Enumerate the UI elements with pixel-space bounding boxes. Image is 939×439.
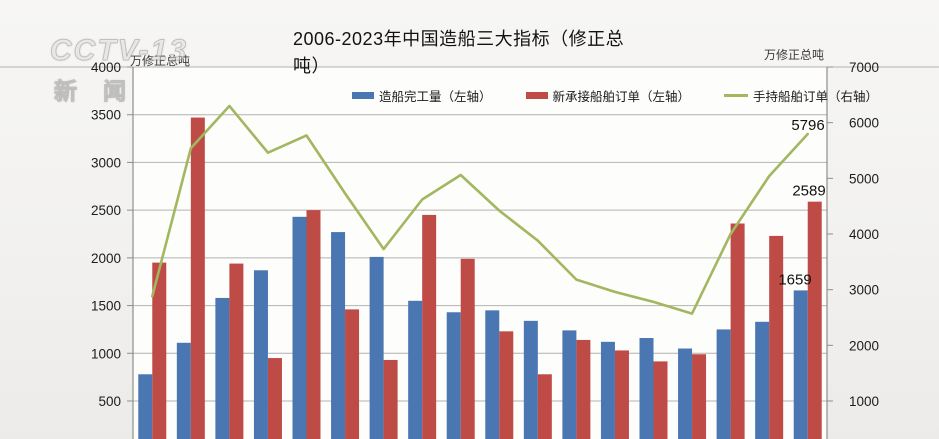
new-orders-bar [576, 339, 591, 439]
new-orders-bar [229, 263, 244, 439]
completions-bar [176, 342, 191, 439]
left-axis-tick-label: 2000 [91, 251, 121, 266]
legend-item-backlog: 手持船舶订单（右轴） [724, 86, 878, 105]
new-orders-bar [614, 350, 629, 439]
new-orders-bar [692, 354, 707, 439]
completions-bar [562, 330, 577, 439]
right-axis-tick-label: 5000 [849, 171, 879, 186]
chart-legend: 造船完工量（左轴） 新承接船舶订单（左轴） 手持船舶订单（右轴） [352, 86, 878, 105]
new-orders-bar [267, 358, 282, 439]
new-orders-bar [383, 359, 398, 439]
right-axis-tick-label: 1000 [849, 394, 879, 409]
left-axis-unit-label: 万修正总吨 [130, 54, 191, 68]
new-orders-bar [345, 309, 360, 439]
new-orders-bar [537, 374, 552, 439]
right-axis-tick-label: 3000 [849, 283, 879, 298]
chart-title-line1: 2006-2023年中国造船三大指标（修正总 [293, 29, 625, 49]
new-orders-bar [730, 223, 745, 439]
new-orders-bar [190, 117, 205, 439]
completions-bar [215, 297, 230, 439]
left-axis-tick-label: 1000 [91, 346, 121, 361]
completions-bar [755, 321, 770, 439]
completions-bar [138, 374, 153, 439]
data-label-2589: 2589 [792, 183, 825, 200]
right-axis-tick-label: 2000 [849, 338, 879, 353]
chart-title-line2: 吨） [293, 56, 330, 76]
new-orders-bar [306, 210, 321, 439]
right-axis-tick-label: 6000 [849, 116, 879, 131]
completions-bar [639, 338, 654, 439]
backlog-line [150, 104, 810, 315]
left-axis-tick-label: 500 [98, 394, 121, 409]
completions-bar [369, 256, 384, 439]
right-axis-tick-label: 4000 [849, 227, 879, 242]
legend-label: 手持船舶订单（右轴） [753, 90, 879, 104]
completions-bar [600, 341, 615, 439]
left-axis-tick-label: 3000 [91, 155, 121, 170]
left-axis-tick-label: 3500 [91, 108, 121, 123]
data-label-1659: 1659 [778, 271, 811, 288]
left-axis-tick-label: 1500 [91, 299, 121, 314]
right-axis-tick-label: 7000 [849, 60, 879, 75]
completions-bar [408, 300, 423, 439]
new-orders-bar [769, 235, 784, 439]
legend-item-completions: 造船完工量（左轴） [352, 86, 492, 105]
completions-bar [793, 290, 808, 439]
completions-bar [253, 270, 268, 439]
new-orders-bar [422, 214, 437, 439]
left-axis-tick-label: 4000 [91, 60, 121, 75]
data-label-5796: 5796 [791, 117, 824, 134]
completions-bar [446, 312, 461, 439]
new-orders-bar [152, 262, 167, 439]
completions-bar [523, 320, 538, 439]
backlog-line-swatch-icon [724, 94, 749, 97]
new-orders-bar [460, 258, 475, 439]
right-axis-unit-label: 万修正总吨 [764, 48, 825, 62]
new-orders-bar-swatch-icon [525, 92, 548, 99]
completions-bar [678, 348, 693, 439]
new-orders-bar [653, 361, 668, 439]
chart-title: 2006-2023年中国造船三大指标（修正总 吨） [293, 26, 723, 80]
completions-bar [331, 232, 346, 439]
legend-label: 新承接船舶订单（左轴） [552, 90, 691, 104]
new-orders-bar [499, 331, 514, 439]
legend-label: 造船完工量（左轴） [379, 90, 492, 104]
new-orders-bar [807, 201, 822, 439]
completions-bar [292, 216, 307, 439]
legend-item-new-orders: 新承接船舶订单（左轴） [525, 86, 691, 105]
completions-bar-swatch-icon [352, 92, 374, 99]
completions-bar [485, 310, 500, 439]
completions-bar [716, 329, 731, 439]
left-axis-tick-label: 2500 [91, 203, 121, 218]
